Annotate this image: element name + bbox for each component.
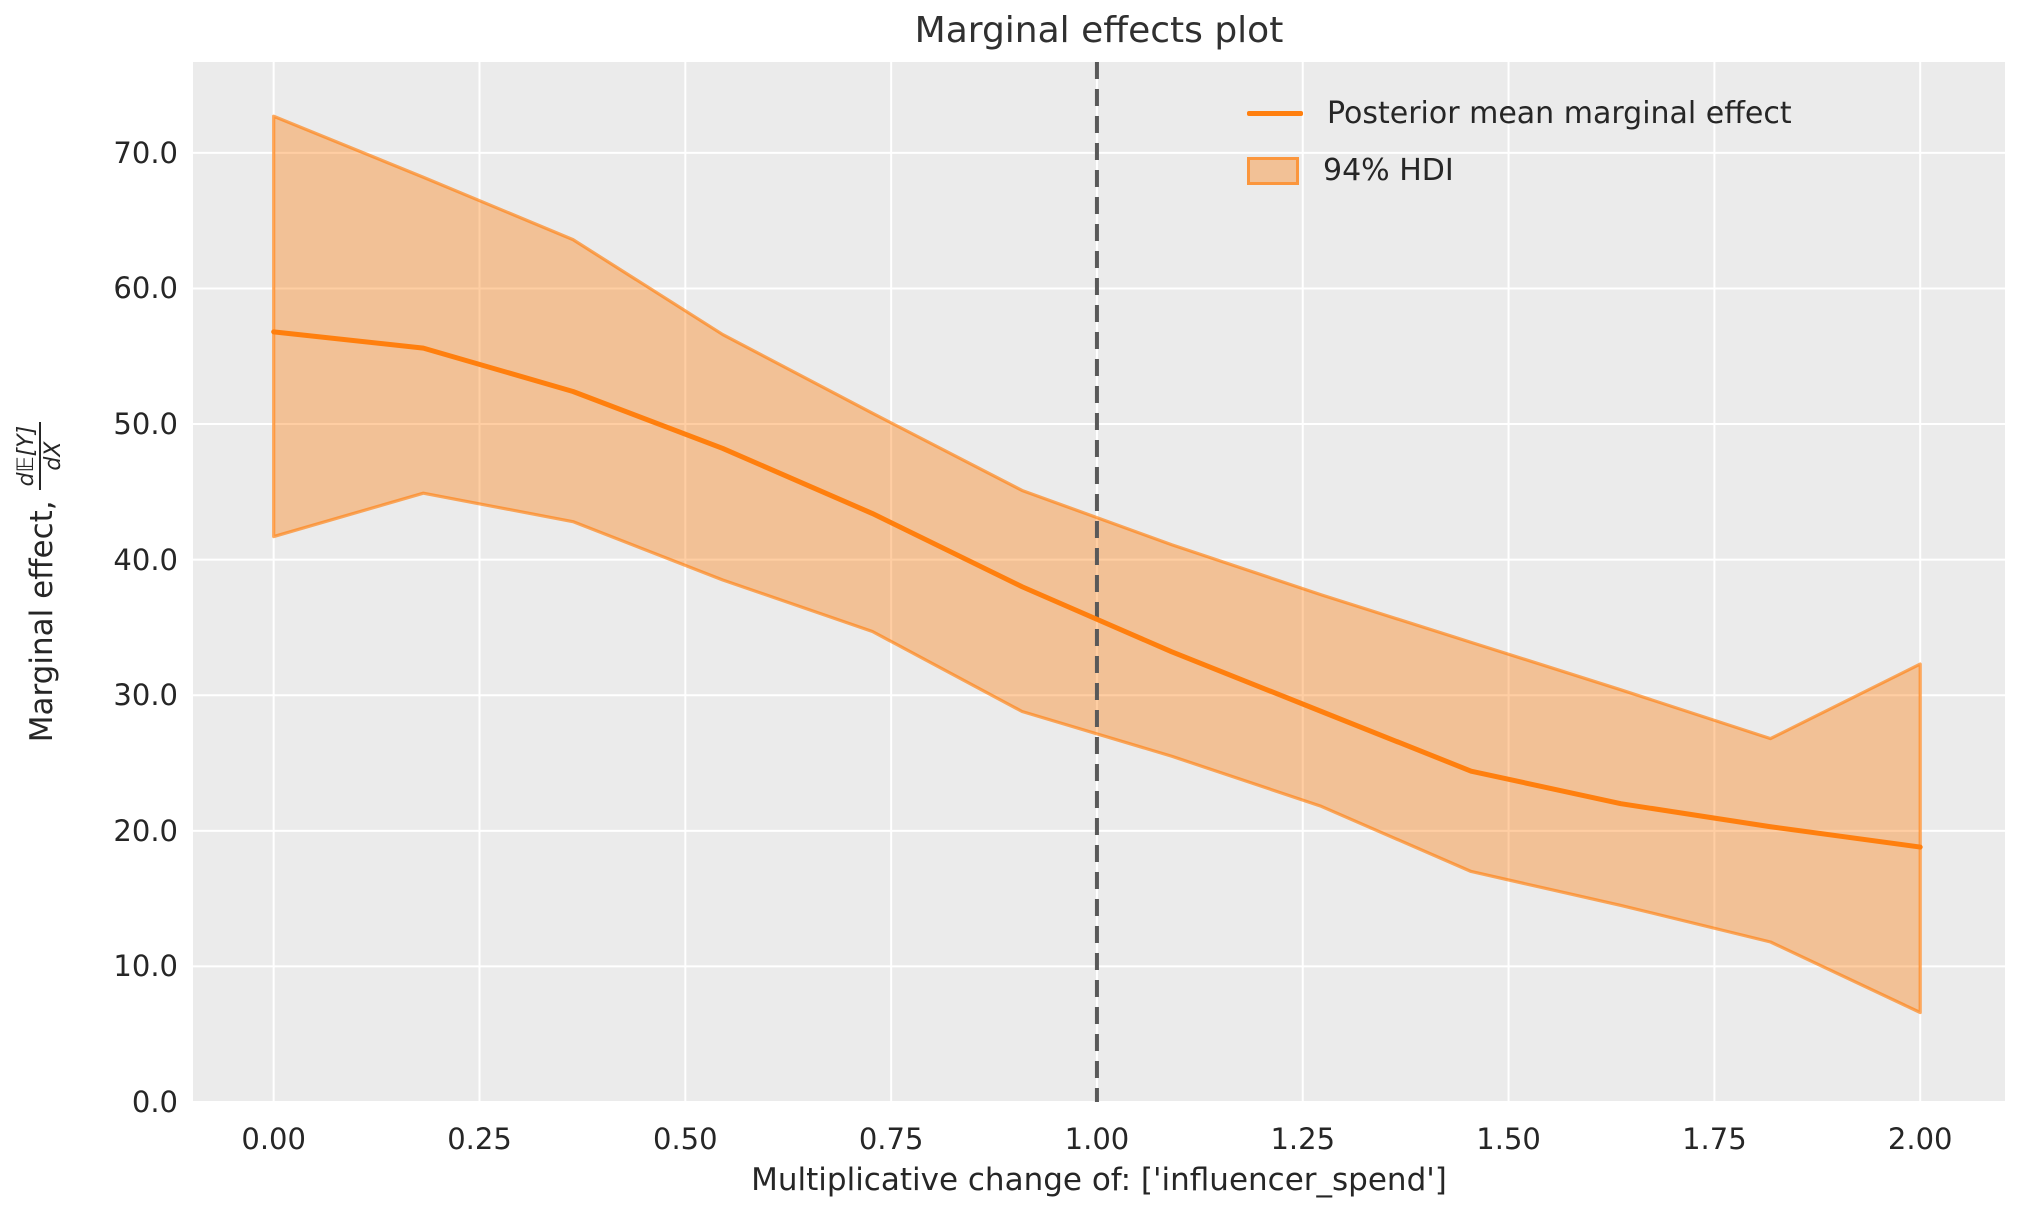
x-tick-label: 0.50 xyxy=(653,1122,718,1156)
posterior-mean-line xyxy=(271,329,1923,850)
axes-background xyxy=(193,62,2005,1102)
x-tick-label: 1.00 xyxy=(1064,1122,1130,1156)
y-tick-label: 20.0 xyxy=(113,813,178,848)
legend-item-mean: Posterior mean marginal effect xyxy=(1247,96,1792,131)
x-tick-label: 0.00 xyxy=(241,1122,306,1156)
legend-label-hdi: 94% HDI xyxy=(1323,153,1454,188)
legend-line-swatch xyxy=(1247,111,1303,116)
x-tick-label: 2.00 xyxy=(1887,1122,1953,1156)
legend-patch-swatch xyxy=(1247,156,1299,185)
y-axis-label-fraction: d𝔼[Y] dX xyxy=(14,421,66,491)
x-tick-label: 1.75 xyxy=(1682,1122,1747,1156)
y-tick-label: 50.0 xyxy=(113,407,178,442)
y-axis-label: Marginal effect, d𝔼[Y] dX xyxy=(7,292,77,872)
x-axis-label: Multiplicative change of: ['influencer_s… xyxy=(751,1162,1447,1198)
y-axis-label-text: Marginal effect, xyxy=(24,500,60,743)
x-tick-label: 1.25 xyxy=(1270,1122,1336,1156)
legend-item-hdi: 94% HDI xyxy=(1247,153,1792,188)
x-tick-label: 1.50 xyxy=(1476,1122,1541,1156)
y-tick-label: 70.0 xyxy=(113,135,178,170)
legend-label-mean: Posterior mean marginal effect xyxy=(1327,96,1792,131)
x-tick-label: 0.75 xyxy=(858,1122,924,1156)
y-tick-label: 0.0 xyxy=(131,1085,178,1119)
y-tick-label: 60.0 xyxy=(113,271,178,306)
y-tick-label: 10.0 xyxy=(113,949,178,984)
y-tick-label: 30.0 xyxy=(113,678,178,713)
grid-lines xyxy=(193,62,2005,1103)
fraction-numerator: d𝔼[Y] xyxy=(14,421,41,491)
x-tick-label: 0.25 xyxy=(447,1122,512,1156)
legend: Posterior mean marginal effect 94% HDI xyxy=(1247,96,1792,188)
y-tick-label: 40.0 xyxy=(113,542,178,577)
hdi-band-edge xyxy=(272,114,1922,1015)
chart-title: Marginal effects plot xyxy=(914,10,1284,51)
fraction-denominator: dX xyxy=(41,441,66,471)
